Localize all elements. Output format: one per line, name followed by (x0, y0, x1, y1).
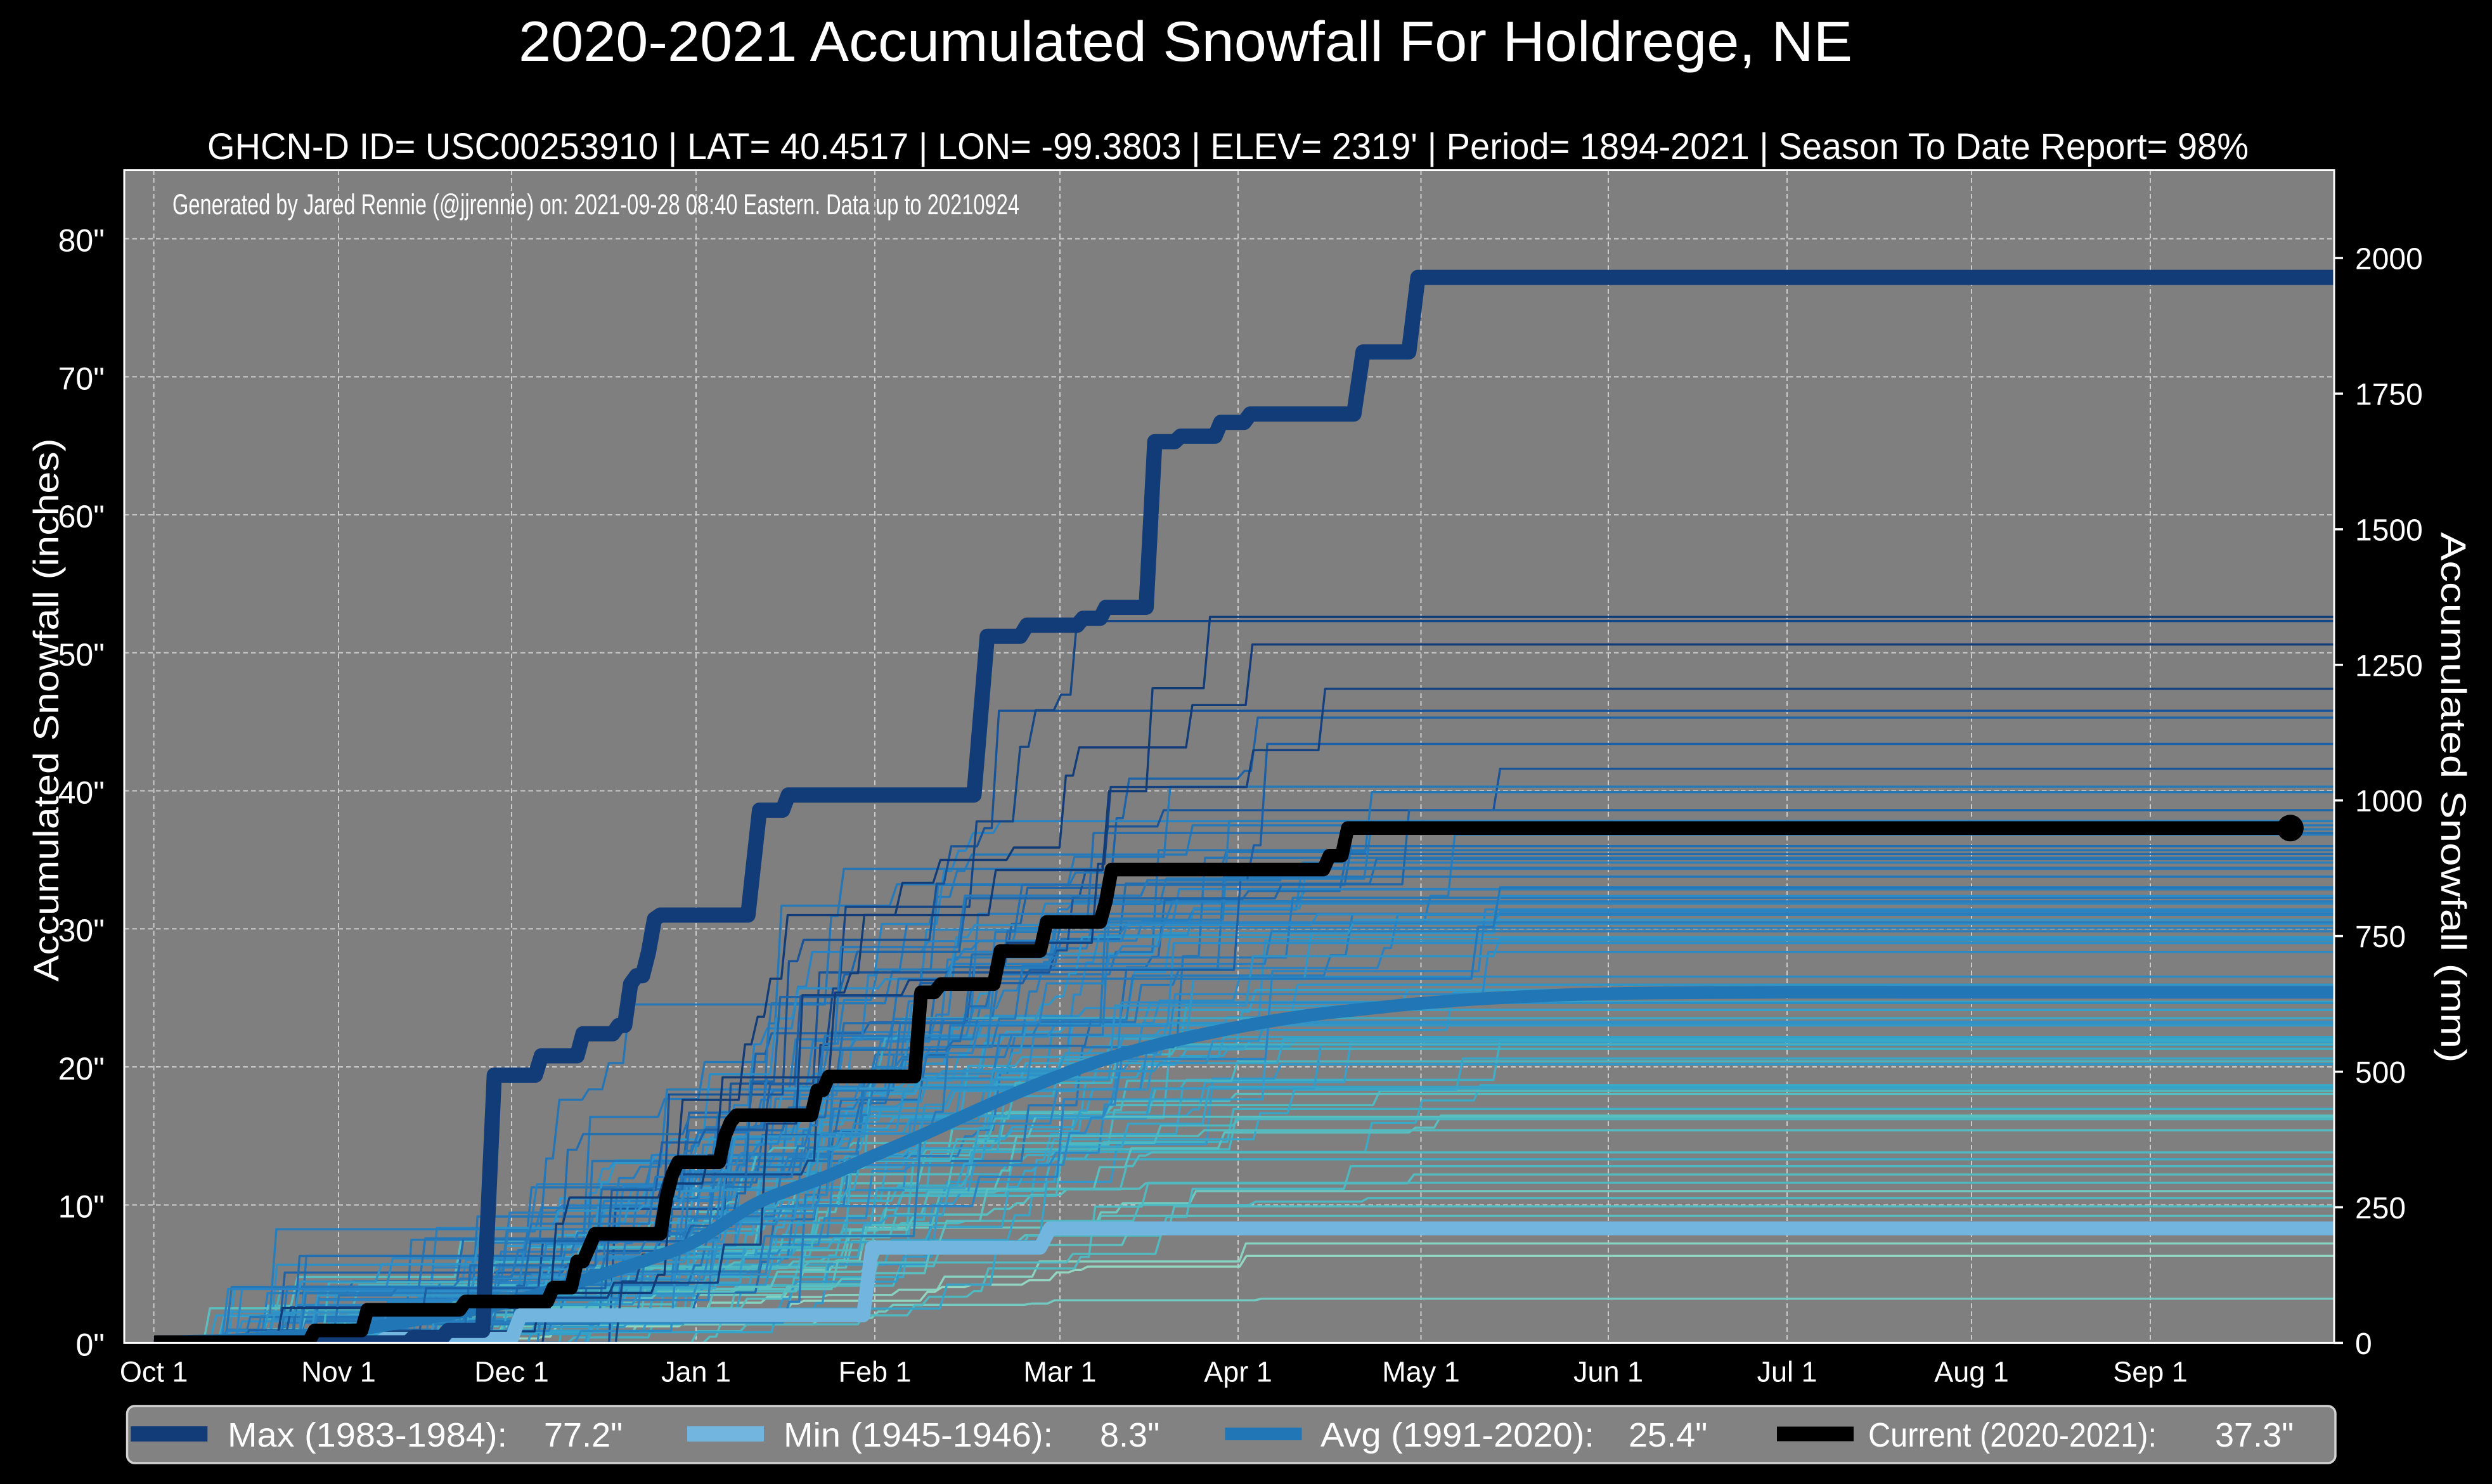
svg-text:Jan 1: Jan 1 (661, 1355, 731, 1388)
svg-text:Sep 1: Sep 1 (2113, 1355, 2188, 1388)
svg-text:10": 10" (58, 1189, 105, 1225)
svg-text:25.4": 25.4" (1629, 1416, 1707, 1454)
svg-text:60": 60" (58, 499, 105, 534)
svg-text:Jul 1: Jul 1 (1757, 1355, 1817, 1388)
svg-text:77.2": 77.2" (544, 1416, 623, 1454)
svg-text:0: 0 (2355, 1327, 2372, 1361)
svg-text:Current (2020-2021):: Current (2020-2021): (1868, 1416, 2157, 1454)
svg-text:70": 70" (58, 361, 105, 396)
svg-text:Generated by Jared Rennie (@jj: Generated by Jared Rennie (@jjrennie) on… (172, 188, 1019, 221)
svg-text:40": 40" (58, 775, 105, 811)
svg-text:May 1: May 1 (1382, 1355, 1460, 1388)
svg-text:Aug 1: Aug 1 (1934, 1355, 2009, 1388)
svg-text:Oct 1: Oct 1 (120, 1355, 188, 1388)
svg-text:80": 80" (58, 223, 105, 259)
svg-text:GHCN-D ID= USC00253910 | LAT=: GHCN-D ID= USC00253910 | LAT= 40.4517 | … (207, 126, 2249, 167)
svg-text:37.3": 37.3" (2215, 1416, 2294, 1454)
svg-text:Max (1983-1984):: Max (1983-1984): (228, 1416, 507, 1454)
svg-text:1500: 1500 (2355, 513, 2423, 547)
svg-text:2020-2021 Accumulated Snowfall: 2020-2021 Accumulated Snowfall For Holdr… (519, 10, 1852, 73)
svg-text:500: 500 (2355, 1056, 2406, 1090)
svg-text:Feb 1: Feb 1 (838, 1355, 911, 1388)
svg-text:0": 0" (75, 1327, 105, 1362)
svg-text:Accumulated Snowfall (mm): Accumulated Snowfall (mm) (2434, 532, 2474, 1063)
svg-text:Apr 1: Apr 1 (1204, 1355, 1272, 1388)
svg-text:1250: 1250 (2355, 649, 2423, 683)
svg-text:1000: 1000 (2355, 785, 2423, 818)
svg-text:Jun 1: Jun 1 (1573, 1355, 1643, 1388)
svg-text:Mar 1: Mar 1 (1023, 1355, 1096, 1388)
svg-text:8.3": 8.3" (1100, 1416, 1159, 1454)
svg-text:Dec 1: Dec 1 (474, 1355, 549, 1388)
svg-text:50": 50" (58, 637, 105, 673)
svg-text:Avg (1991-2020):: Avg (1991-2020): (1320, 1416, 1594, 1454)
svg-text:20": 20" (58, 1051, 105, 1087)
svg-text:750: 750 (2355, 920, 2406, 954)
svg-text:Min (1945-1946):: Min (1945-1946): (784, 1416, 1053, 1454)
svg-text:30": 30" (58, 913, 105, 948)
svg-text:Nov 1: Nov 1 (301, 1355, 376, 1388)
svg-text:250: 250 (2355, 1192, 2406, 1225)
svg-text:Accumulated Snowfall (inches): Accumulated Snowfall (inches) (26, 439, 66, 982)
svg-text:1750: 1750 (2355, 378, 2423, 412)
svg-text:2000: 2000 (2355, 243, 2423, 276)
